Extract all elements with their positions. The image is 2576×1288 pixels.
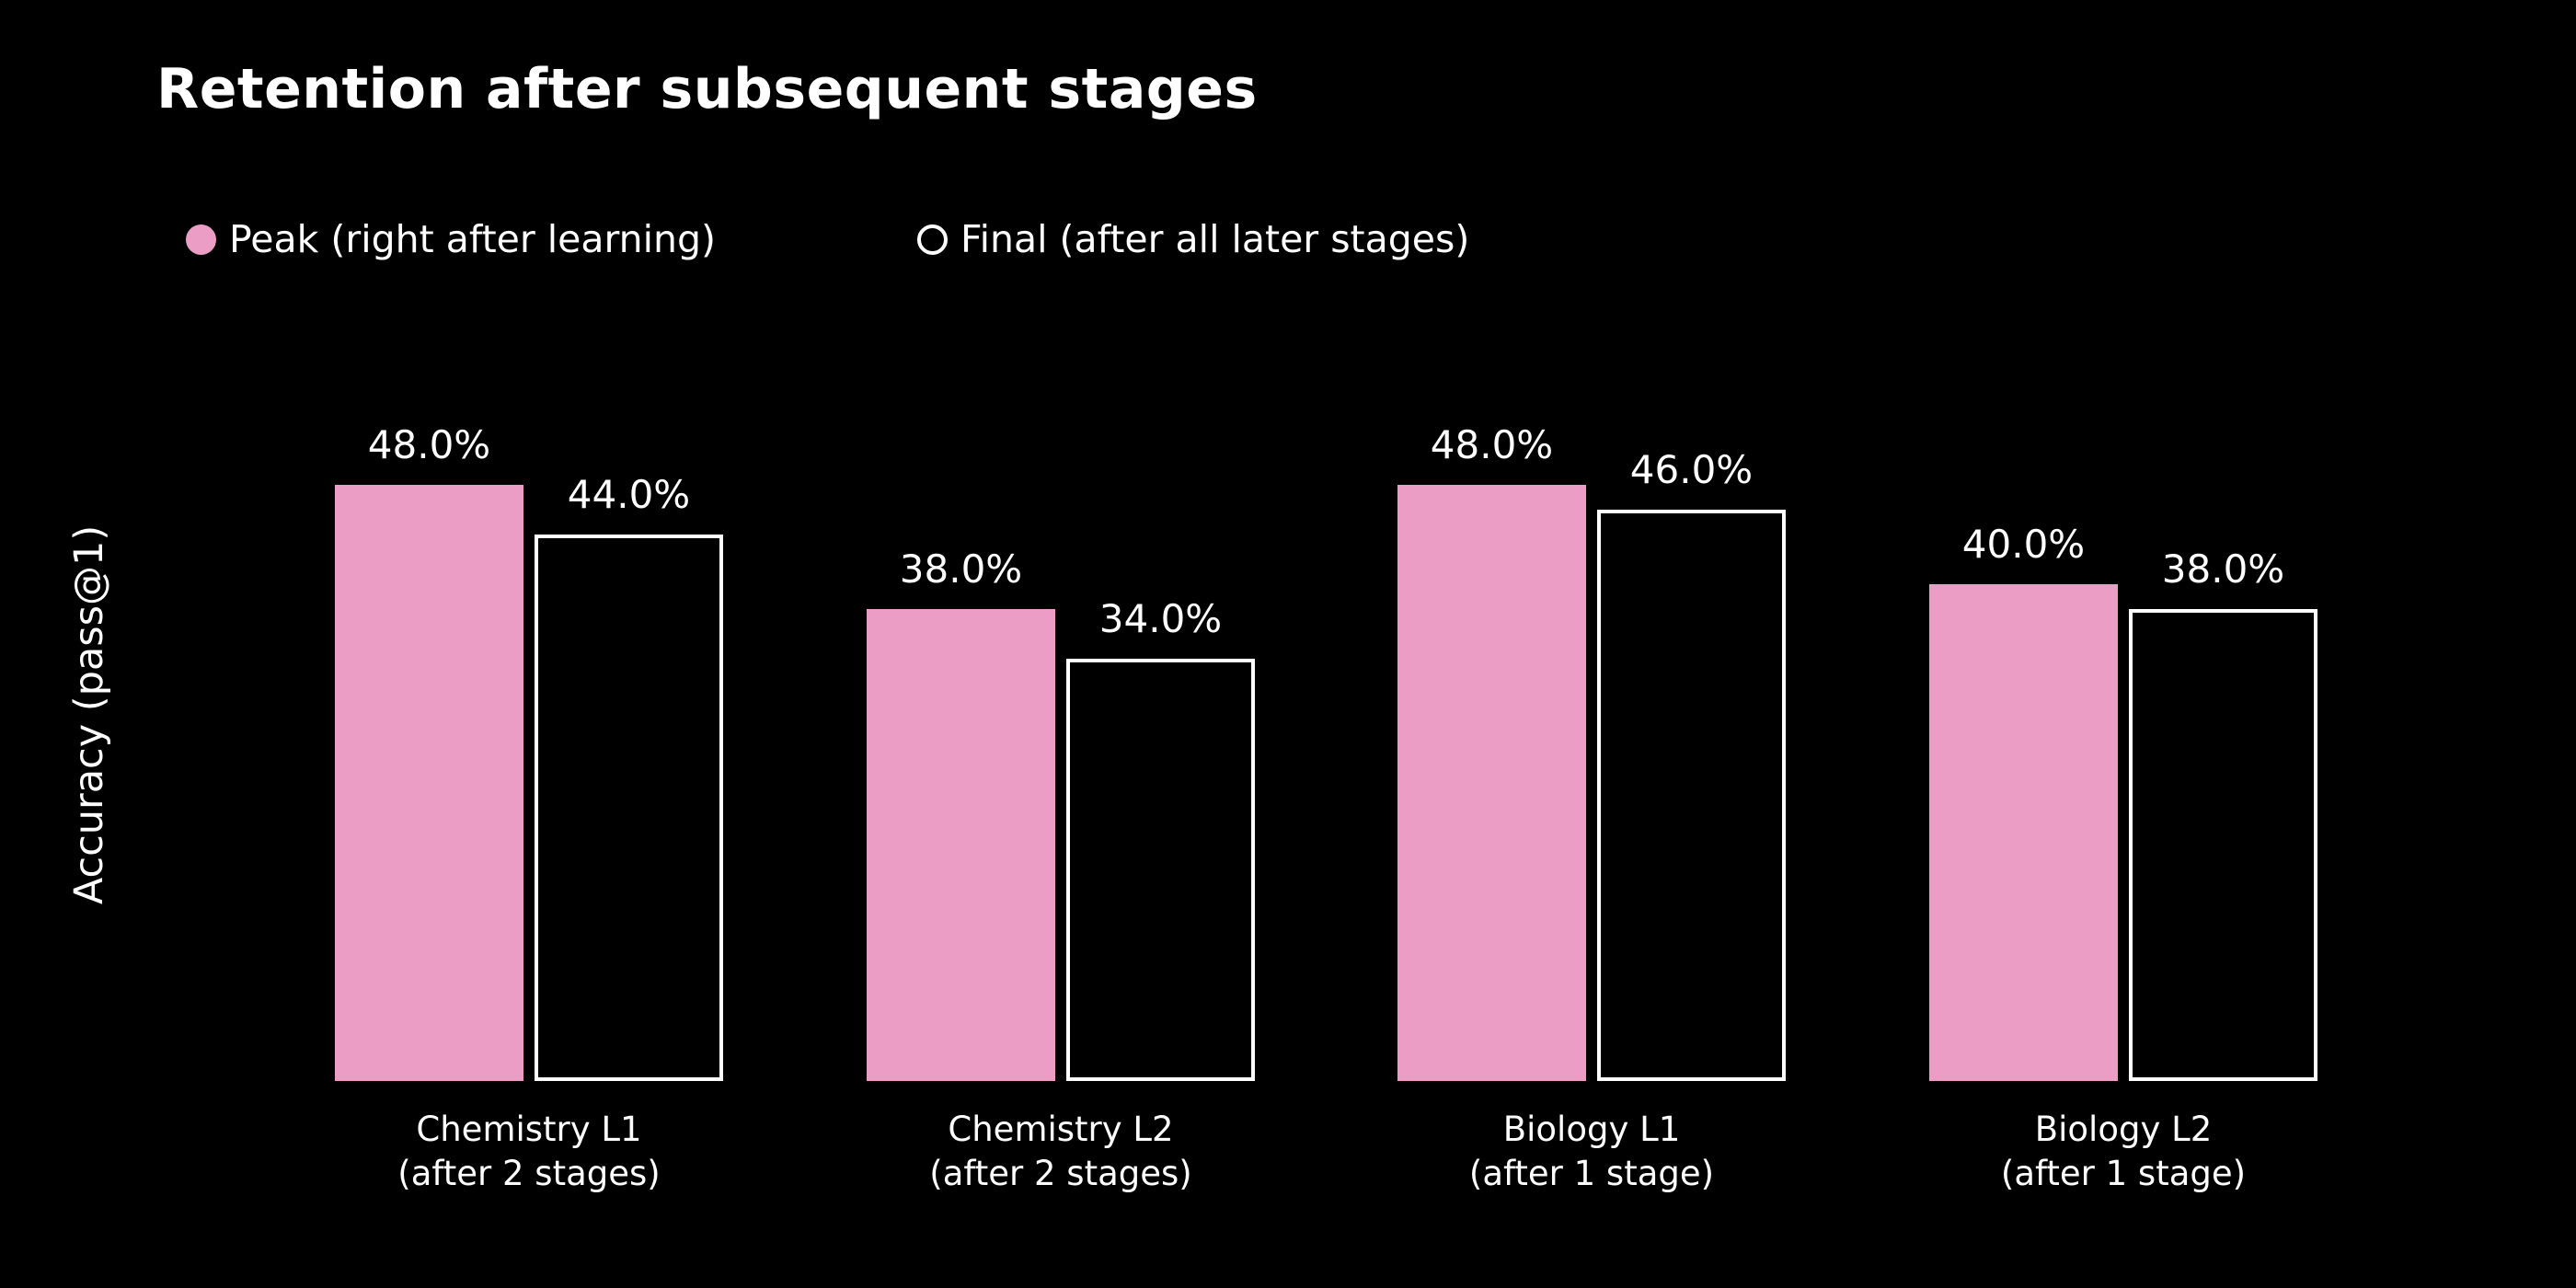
value-label-final: 34.0% <box>1098 595 1223 641</box>
x-tick-label: Chemistry L1 (after 2 stages) <box>397 1110 661 1194</box>
bar-peak <box>1397 485 1586 1081</box>
value-label-peak: 40.0% <box>1961 521 2086 567</box>
value-label-final: 44.0% <box>567 471 691 517</box>
bar-final <box>1066 659 1255 1081</box>
x-tick-label: Biology L2 (after 1 stage) <box>2000 1110 2247 1194</box>
bar-peak <box>335 485 523 1081</box>
bar-final <box>2129 609 2317 1081</box>
legend-label-peak: Peak (right after learning) <box>229 217 717 261</box>
legend-item-peak: Peak (right after learning) <box>186 215 716 263</box>
peak-marker-icon <box>186 224 216 255</box>
legend-item-final: Final (after all later stages) <box>917 215 1469 263</box>
value-label-peak: 48.0% <box>367 421 491 467</box>
x-tick-label: Biology L1 (after 1 stage) <box>1468 1110 1715 1194</box>
value-label-final: 46.0% <box>1629 446 1754 492</box>
value-label-final: 38.0% <box>2161 546 2285 592</box>
bar-final <box>535 535 723 1081</box>
bar-peak <box>1929 584 2118 1081</box>
bar-peak <box>867 609 1055 1081</box>
value-label-peak: 48.0% <box>1430 421 1554 467</box>
chart-title: Retention after subsequent stages <box>156 57 1258 121</box>
value-label-peak: 38.0% <box>899 546 1023 592</box>
legend-label-final: Final (after all later stages) <box>960 217 1470 261</box>
final-marker-icon <box>917 224 948 255</box>
x-tick-label: Chemistry L2 (after 2 stages) <box>929 1110 1192 1194</box>
bar-final <box>1597 510 1786 1081</box>
